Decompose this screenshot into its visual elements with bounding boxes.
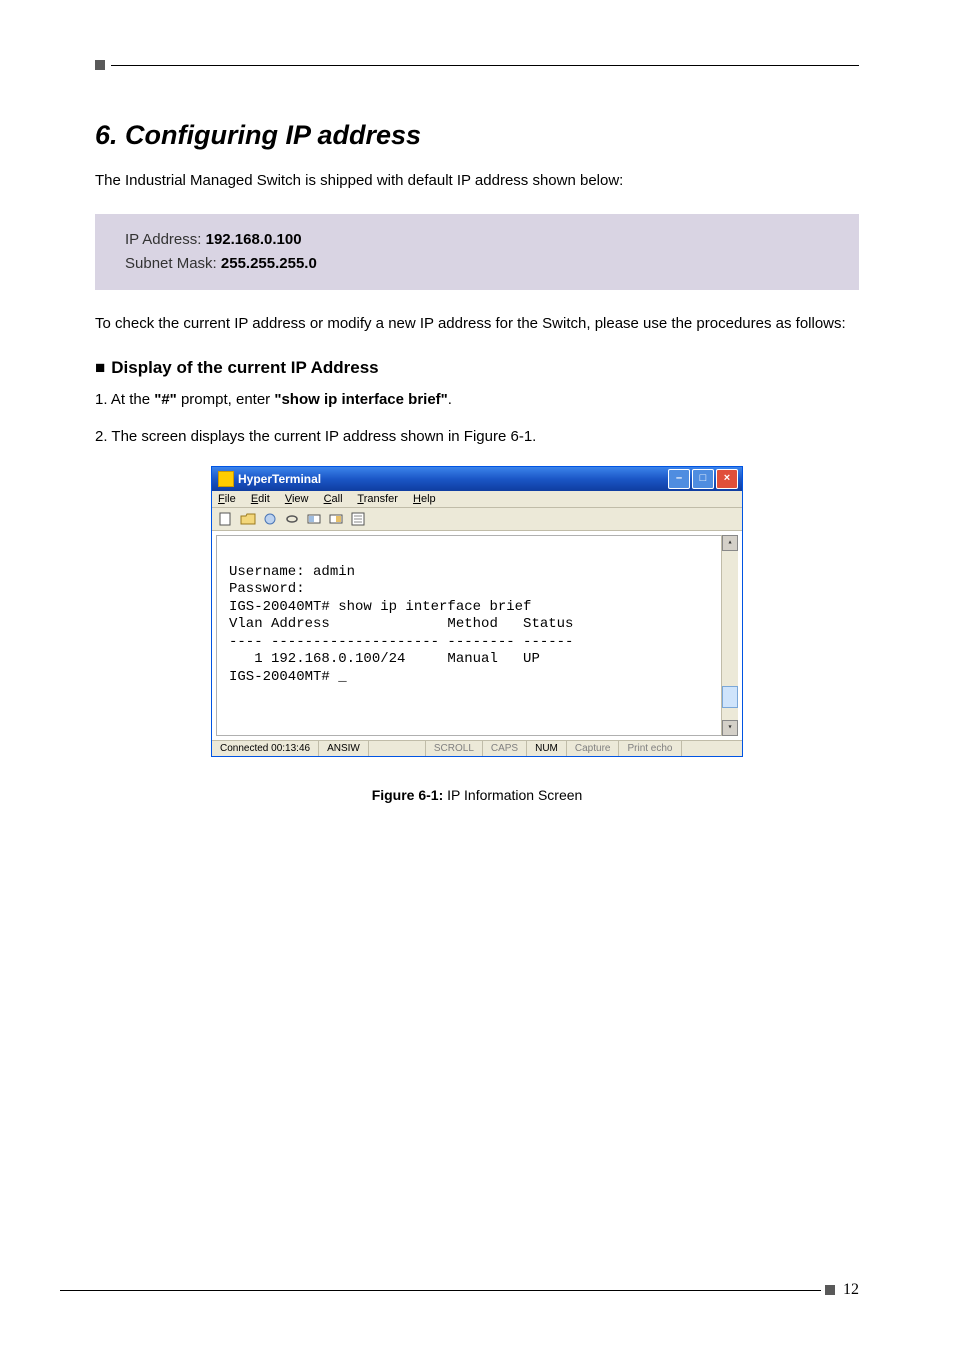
terminal-line-6: 1 192.168.0.100/24 Manual UP	[229, 651, 540, 667]
window-title: HyperTerminal	[238, 472, 668, 486]
menu-help[interactable]: Help	[413, 493, 436, 505]
intro-paragraph: The Industrial Managed Switch is shipped…	[95, 169, 859, 192]
scroll-up-icon[interactable]: ▴	[722, 535, 738, 551]
header-divider	[95, 60, 859, 70]
menu-call[interactable]: Call	[324, 493, 343, 505]
screenshot-container: HyperTerminal – □ × File Edit View Call …	[95, 466, 859, 757]
receive-icon[interactable]	[328, 511, 344, 527]
menu-edit[interactable]: Edit	[251, 493, 270, 505]
send-icon[interactable]	[306, 511, 322, 527]
page-number: 12	[843, 1281, 859, 1299]
terminal-line-5: ---- -------------------- -------- -----…	[229, 634, 573, 650]
status-spacer	[369, 741, 426, 756]
step1-pre: 1. At the	[95, 391, 154, 408]
status-connected: Connected 00:13:46	[212, 741, 319, 756]
terminal-line-4: Vlan Address Method Status	[229, 616, 573, 632]
step-1: 1. At the "#" prompt, enter "show ip int…	[95, 388, 859, 411]
bullet-icon: ■	[95, 358, 105, 377]
subnet-value: 255.255.255.0	[221, 255, 317, 272]
status-num: NUM	[527, 741, 567, 756]
default-ip-callout: IP Address: 192.168.0.100 Subnet Mask: 2…	[95, 214, 859, 290]
step1-cmd: "show ip interface brief"	[274, 391, 447, 408]
close-button[interactable]: ×	[716, 469, 738, 489]
page: 6. Configuring IP address The Industrial…	[0, 0, 954, 1354]
menu-bar[interactable]: File Edit View Call Transfer Help	[212, 491, 742, 508]
ip-address-line: IP Address: 192.168.0.100	[125, 228, 829, 252]
connect-icon[interactable]	[262, 511, 278, 527]
subnet-label: Subnet Mask:	[125, 255, 221, 272]
status-capture: Capture	[567, 741, 620, 756]
figure-label: Figure 6-1:	[372, 787, 444, 803]
footer-divider: 12	[60, 1281, 859, 1299]
menu-file[interactable]: File	[218, 493, 236, 505]
step-2: 2. The screen displays the current IP ad…	[95, 425, 859, 448]
window-buttons: – □ ×	[668, 469, 738, 489]
ip-label: IP Address:	[125, 231, 206, 248]
maximize-button[interactable]: □	[692, 469, 714, 489]
procedure-intro: To check the current IP address or modif…	[95, 312, 859, 335]
subnet-line: Subnet Mask: 255.255.255.0	[125, 252, 829, 276]
open-icon[interactable]	[240, 511, 256, 527]
status-term: ANSIW	[319, 741, 369, 756]
terminal-line-2: Password:	[229, 581, 305, 597]
window-titlebar[interactable]: HyperTerminal – □ ×	[212, 467, 742, 491]
new-icon[interactable]	[218, 511, 234, 527]
terminal-line-7: IGS-20040MT# _	[229, 669, 347, 685]
scroll-down-icon[interactable]: ▾	[722, 720, 738, 736]
status-echo: Print echo	[619, 741, 681, 756]
vertical-scrollbar[interactable]: ▴ ▾	[721, 535, 738, 736]
menu-view[interactable]: View	[285, 493, 309, 505]
subheading-display-ip: ■ Display of the current IP Address	[95, 358, 859, 378]
section-number: 6.	[95, 120, 118, 150]
terminal-body[interactable]: Username: admin Password: IGS-20040MT# s…	[216, 535, 738, 736]
footer-square-icon	[825, 1285, 835, 1295]
ip-value: 192.168.0.100	[206, 231, 302, 248]
menu-transfer[interactable]: Transfer	[357, 493, 398, 505]
section-title-text: Configuring IP address	[125, 120, 421, 150]
figure-text: IP Information Screen	[443, 787, 582, 803]
section-title: 6. Configuring IP address	[95, 120, 859, 151]
subheading-text: Display of the current IP Address	[111, 358, 378, 377]
figure-caption: Figure 6-1: IP Information Screen	[95, 787, 859, 803]
properties-icon[interactable]	[350, 511, 366, 527]
toolbar	[212, 508, 742, 531]
status-bar: Connected 00:13:46 ANSIW SCROLL CAPS NUM…	[212, 740, 742, 756]
minimize-button[interactable]: –	[668, 469, 690, 489]
status-scroll: SCROLL	[426, 741, 483, 756]
hyperterminal-window: HyperTerminal – □ × File Edit View Call …	[211, 466, 743, 757]
step1-hash: "#"	[154, 391, 177, 408]
terminal-line-3: IGS-20040MT# show ip interface brief	[229, 599, 531, 615]
header-bar	[111, 65, 859, 66]
step1-mid: prompt, enter	[177, 391, 275, 408]
scroll-thumb[interactable]	[722, 686, 738, 708]
disconnect-icon[interactable]	[284, 511, 300, 527]
footer-bar	[60, 1290, 821, 1291]
terminal-line-1: Username: admin	[229, 564, 355, 580]
app-icon	[218, 471, 234, 487]
step1-post: .	[448, 391, 452, 408]
header-square-icon	[95, 60, 105, 70]
status-caps: CAPS	[483, 741, 527, 756]
